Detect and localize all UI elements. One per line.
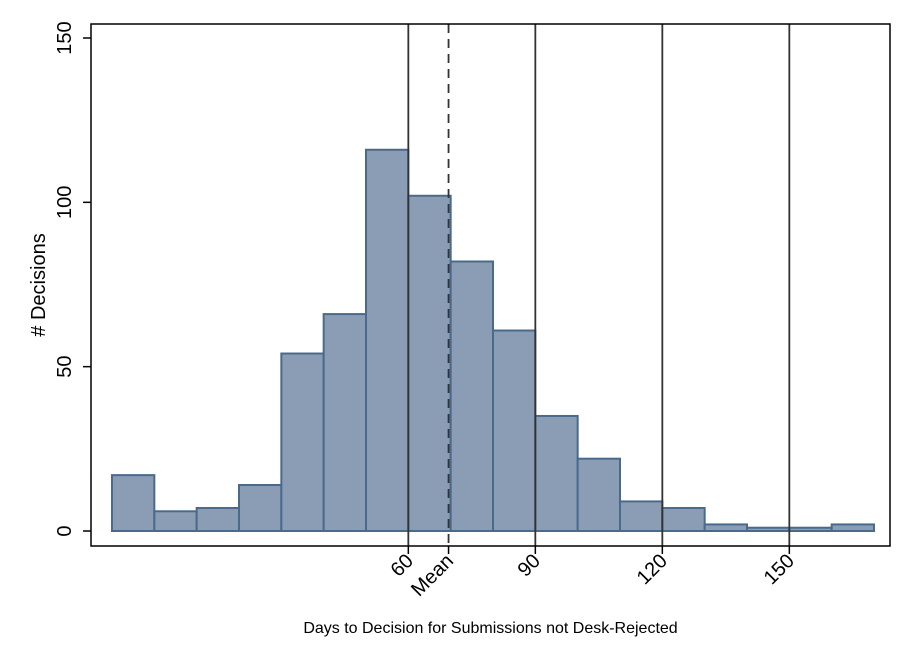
x-tick-label: 60	[387, 550, 418, 581]
histogram-bar	[407, 194, 452, 532]
histogram-bar	[830, 523, 876, 533]
bars-group	[111, 148, 876, 533]
x-tick-label: Mean	[407, 550, 458, 601]
histogram-bar	[534, 414, 579, 533]
y-axis-ticks: 0 50 100 150	[54, 21, 91, 537]
histogram-bar	[195, 506, 241, 533]
y-tick-label: 100	[54, 186, 76, 219]
histogram-bar	[576, 457, 622, 532]
histogram-bar	[238, 483, 283, 532]
x-tick-label: 120	[633, 550, 672, 589]
histogram-bar	[153, 510, 198, 532]
y-tick-label: 50	[54, 356, 76, 378]
histogram-bar	[703, 523, 749, 533]
plot-frame	[90, 23, 891, 547]
x-tick-label: 90	[514, 550, 545, 581]
histogram-bar	[619, 500, 664, 533]
y-tick-label: 150	[54, 21, 76, 54]
y-tick-label: 0	[54, 525, 76, 536]
histogram-bar	[111, 474, 156, 533]
histogram-bar	[746, 526, 791, 532]
x-tick-label: 150	[760, 550, 799, 589]
histogram-bar	[788, 526, 833, 532]
reference-lines-group	[407, 24, 791, 546]
axes-group	[90, 23, 891, 547]
histogram-bar	[449, 260, 494, 532]
histogram-bar	[322, 313, 367, 532]
histogram-bar	[280, 352, 325, 532]
histogram-bar	[492, 329, 537, 532]
x-axis-title: Days to Decision for Submissions not Des…	[303, 620, 677, 637]
histogram-bar	[661, 506, 706, 533]
histogram-bar	[365, 148, 410, 532]
y-axis-title: # Decisions	[28, 233, 50, 336]
